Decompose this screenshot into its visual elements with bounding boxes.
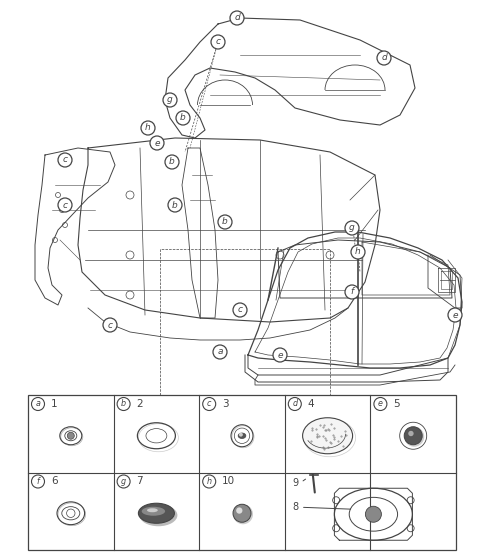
Ellipse shape: [139, 504, 178, 526]
Text: c: c: [238, 305, 242, 315]
Text: a: a: [36, 399, 40, 408]
Ellipse shape: [138, 503, 174, 523]
Circle shape: [32, 475, 45, 488]
Text: c: c: [62, 201, 68, 209]
Circle shape: [211, 35, 225, 49]
Text: h: h: [145, 124, 151, 132]
Circle shape: [58, 198, 72, 212]
Text: b: b: [121, 399, 126, 408]
Circle shape: [404, 427, 424, 447]
Text: e: e: [277, 351, 283, 360]
Text: b: b: [222, 218, 228, 227]
Circle shape: [230, 11, 244, 25]
Circle shape: [117, 398, 130, 411]
Text: d: d: [234, 13, 240, 23]
Ellipse shape: [238, 433, 246, 439]
Circle shape: [168, 198, 182, 212]
Circle shape: [117, 475, 130, 488]
Circle shape: [233, 303, 247, 317]
Circle shape: [32, 398, 45, 411]
Circle shape: [233, 504, 251, 522]
Text: c: c: [207, 399, 211, 408]
Text: e: e: [154, 138, 160, 147]
Text: a: a: [217, 347, 223, 357]
Text: d: d: [381, 54, 387, 63]
Circle shape: [288, 398, 301, 411]
Circle shape: [103, 318, 117, 332]
Text: 10: 10: [222, 476, 235, 486]
Text: 3: 3: [222, 399, 229, 409]
Circle shape: [213, 345, 227, 359]
Text: g: g: [349, 223, 355, 233]
Text: b: b: [180, 114, 186, 122]
Text: 1: 1: [51, 399, 58, 409]
Circle shape: [203, 475, 216, 488]
Text: f: f: [36, 477, 39, 486]
Circle shape: [67, 432, 74, 439]
Circle shape: [176, 111, 190, 125]
Text: 9: 9: [293, 478, 299, 488]
Ellipse shape: [142, 507, 165, 516]
Circle shape: [165, 155, 179, 169]
Text: f: f: [350, 288, 354, 296]
Circle shape: [374, 398, 387, 411]
Circle shape: [233, 504, 253, 524]
Text: b: b: [172, 201, 178, 209]
Text: d: d: [292, 399, 298, 408]
Circle shape: [236, 507, 242, 514]
Text: 2: 2: [137, 399, 143, 409]
Text: e: e: [378, 399, 383, 408]
Circle shape: [163, 93, 177, 107]
Text: b: b: [169, 157, 175, 167]
Text: 8: 8: [293, 502, 299, 512]
Text: g: g: [167, 95, 173, 105]
Circle shape: [58, 153, 72, 167]
Ellipse shape: [147, 508, 158, 512]
Text: 6: 6: [51, 476, 58, 486]
Circle shape: [351, 245, 365, 259]
Bar: [28, 395, 456, 550]
Text: c: c: [62, 156, 68, 165]
Text: e: e: [452, 310, 458, 320]
Circle shape: [448, 308, 462, 322]
Circle shape: [345, 285, 359, 299]
Text: h: h: [206, 477, 212, 486]
Circle shape: [150, 136, 164, 150]
Circle shape: [345, 221, 359, 235]
Circle shape: [203, 398, 216, 411]
Text: c: c: [216, 38, 220, 47]
Text: h: h: [355, 248, 361, 257]
Circle shape: [141, 121, 155, 135]
Text: 4: 4: [308, 399, 314, 409]
Circle shape: [273, 348, 287, 362]
Circle shape: [218, 215, 232, 229]
Circle shape: [377, 51, 391, 65]
Ellipse shape: [302, 418, 353, 454]
Text: g: g: [121, 477, 126, 486]
Circle shape: [239, 433, 243, 437]
Circle shape: [404, 427, 422, 445]
Text: c: c: [108, 321, 112, 330]
Text: 5: 5: [394, 399, 400, 409]
Circle shape: [408, 431, 414, 436]
Circle shape: [365, 506, 382, 522]
Text: 7: 7: [137, 476, 143, 486]
